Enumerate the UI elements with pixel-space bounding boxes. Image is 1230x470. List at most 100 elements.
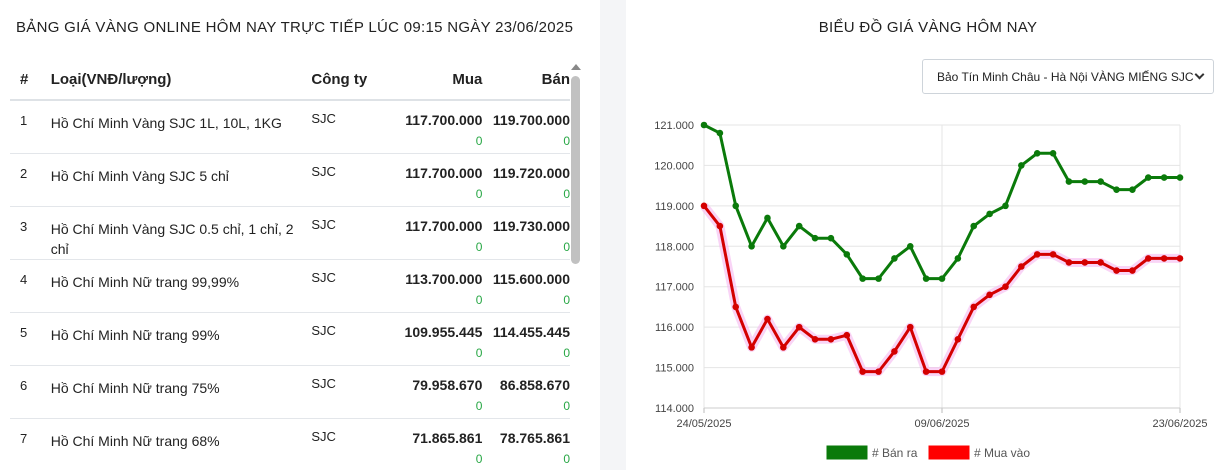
data-point: [780, 344, 787, 351]
data-point: [1144, 255, 1152, 262]
table-row: 7 Hồ Chí Minh Nữ trang 68% SJC 71.865.861 0 7…: [10, 417, 570, 470]
data-point: [1160, 174, 1168, 181]
scroll-up-arrow-icon[interactable]: [571, 64, 581, 70]
data-point: [780, 242, 787, 250]
sell-price: 119.730.000: [492, 217, 570, 234]
table-header-row: # Loại(VNĐ/lượng) Công ty Mua Bán: [10, 60, 570, 101]
row-type: Hồ Chí Minh Nữ trang 68%: [50, 417, 312, 470]
data-point: [716, 129, 724, 137]
table-row: 3 Hồ Chí Minh Vàng SJC 0.5 chỉ, 1 chỉ, 2 …: [10, 205, 570, 259]
y-tick-label: 115.000: [655, 363, 694, 375]
x-tick-label: 23/06/2025: [1152, 418, 1207, 430]
header-index: #: [10, 60, 51, 101]
legend-swatch: [927, 444, 971, 461]
sell-change: 0: [563, 345, 570, 360]
data-point: [938, 368, 946, 375]
legend-label: # Mua vào: [974, 446, 1030, 460]
data-point: [1160, 255, 1168, 262]
x-tick-label: 24/05/2025: [676, 418, 731, 430]
buy-change: 0: [475, 134, 483, 148]
data-point: [891, 255, 898, 262]
table-title: BẢNG GIÁ VÀNG ONLINE HÔM NAY TRỰC TIẾP L…: [16, 19, 574, 36]
row-buy: 113.700.000 0: [384, 258, 483, 312]
data-point: [811, 234, 819, 242]
row-type: Hồ Chí Minh Nữ trang 99,99%: [50, 258, 312, 312]
sell-price: 78.765.861: [499, 429, 570, 446]
row-company: SJC: [311, 364, 385, 418]
data-point: [922, 368, 930, 375]
data-point: [811, 335, 819, 343]
data-point: [906, 323, 914, 331]
data-point: [859, 368, 866, 375]
row-index: 1: [10, 99, 51, 153]
data-point: [906, 242, 914, 250]
buy-price: 71.865.861: [412, 429, 483, 446]
scroll-thumb[interactable]: [571, 76, 580, 264]
data-point: [827, 234, 835, 242]
y-tick-label: 116.000: [655, 322, 694, 334]
row-sell: 86.858.670 0: [482, 364, 570, 418]
price-table-panel: BẢNG GIÁ VÀNG ONLINE HÔM NAY TRỰC TIẾP L…: [0, 0, 600, 470]
store-select-value: Bảo Tín Minh Châu - Hà Nội VÀNG MIẾNG SJ…: [937, 70, 1194, 84]
data-point: [795, 222, 803, 230]
legend-swatch: [825, 444, 869, 461]
sell-change: 0: [563, 134, 570, 148]
data-point: [1033, 150, 1041, 157]
table-row: 2 Hồ Chí Minh Vàng SJC 5 chỉ SJC 117.700.00…: [10, 152, 570, 206]
row-buy: 71.865.861 0: [384, 417, 483, 470]
buy-price: 117.700.000: [405, 164, 483, 181]
sell-price: 115.600.000: [492, 270, 570, 287]
row-type: Hồ Chí Minh Nữ trang 75%: [50, 364, 312, 418]
store-select[interactable]: Bảo Tín Minh Châu - Hà Nội VÀNG MIẾNG SJ…: [922, 59, 1214, 94]
data-point: [922, 275, 930, 282]
table-scrollbar[interactable]: [570, 62, 582, 470]
legend-label: # Bán ra: [872, 446, 918, 460]
data-point: [859, 275, 866, 282]
data-point: [1065, 178, 1073, 185]
data-point: [1176, 255, 1184, 262]
table-row: 1 Hồ Chí Minh Vàng SJC 1L, 10L, 1KG SJC 117…: [10, 99, 570, 153]
data-point: [1049, 150, 1057, 157]
data-point: [1018, 162, 1025, 169]
data-point: [875, 368, 882, 375]
row-sell: 119.700.000 0: [482, 99, 570, 153]
data-point: [1049, 251, 1057, 258]
sell-price: 114.455.445: [492, 323, 570, 340]
data-point: [1129, 267, 1136, 274]
data-point: [954, 335, 962, 343]
data-point: [843, 251, 851, 258]
row-type: Hồ Chí Minh Nữ trang 99%: [50, 311, 312, 365]
sell-change: 0: [563, 292, 570, 307]
row-buy: 117.700.000 0: [384, 99, 483, 153]
buy-change: 0: [475, 345, 483, 360]
data-point: [875, 275, 882, 282]
row-company: SJC: [311, 152, 385, 206]
row-index: 5: [10, 311, 51, 365]
buy-change: 0: [475, 398, 483, 413]
y-tick-label: 118.000: [655, 241, 694, 253]
sell-change: 0: [563, 451, 570, 466]
row-buy: 117.700.000 0: [384, 152, 483, 206]
buy-price: 117.700.000: [405, 112, 483, 128]
sell-price: 86.858.670: [499, 376, 570, 393]
row-sell: 115.600.000 0: [482, 258, 570, 312]
data-point: [1113, 267, 1120, 274]
data-point: [764, 315, 771, 323]
data-point: [827, 335, 835, 343]
row-sell: 119.720.000 0: [482, 152, 570, 206]
data-point: [986, 210, 993, 218]
row-buy: 79.958.670 0: [384, 364, 483, 418]
y-tick-label: 117.000: [655, 282, 694, 294]
data-point: [1144, 174, 1152, 181]
row-index: 3: [10, 205, 51, 259]
price-table: # Loại(VNĐ/lượng) Công ty Mua Bán 1 Hồ Ch…: [10, 60, 570, 470]
row-company: SJC: [311, 99, 385, 153]
buy-price: 109.955.445: [404, 323, 483, 340]
table-row: 4 Hồ Chí Minh Nữ trang 99,99% SJC 113.700.0…: [10, 258, 570, 312]
y-tick-label: 120.000: [654, 160, 694, 172]
chart-panel: BIỂU ĐỒ GIÁ VÀNG HÔM NAY Bảo Tín Minh Ch…: [626, 0, 1230, 470]
buy-change: 0: [475, 292, 483, 307]
row-sell: 114.455.445 0: [482, 311, 570, 365]
header-buy: Mua: [384, 60, 483, 101]
row-index: 7: [10, 417, 51, 470]
